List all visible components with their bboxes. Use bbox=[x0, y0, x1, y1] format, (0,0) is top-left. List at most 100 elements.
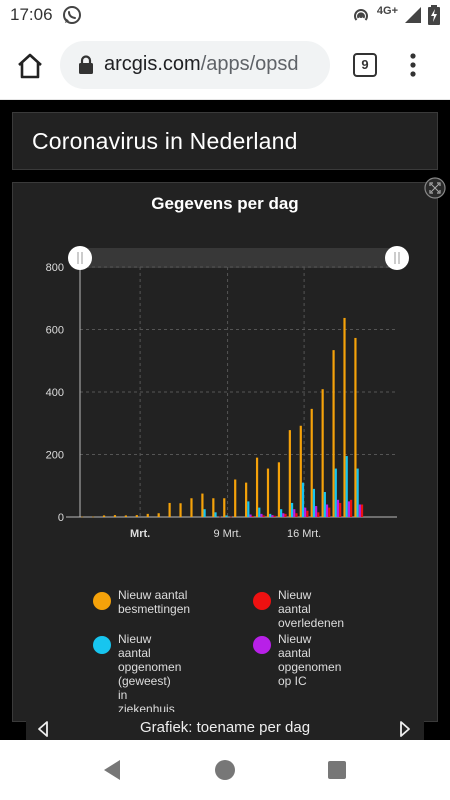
home-icon[interactable] bbox=[16, 52, 44, 80]
chart-bar bbox=[282, 513, 285, 517]
whatsapp-icon bbox=[63, 6, 81, 24]
chart-bar bbox=[81, 516, 84, 518]
signal-icon bbox=[405, 7, 421, 23]
chart-bar bbox=[258, 507, 261, 517]
chart-bar bbox=[288, 430, 291, 517]
menu-kebab-icon[interactable] bbox=[403, 50, 423, 80]
x-tick-label: Mrt. bbox=[130, 528, 150, 540]
lock-icon bbox=[79, 55, 93, 74]
network-type: 4G+ bbox=[376, 5, 398, 17]
y-tick-label: 200 bbox=[46, 450, 64, 462]
legend-dot-ziekenhuis bbox=[93, 636, 111, 654]
chart-bar bbox=[299, 425, 302, 517]
browser-toolbar: arcgis.com/apps/opsd 9 bbox=[0, 30, 450, 100]
chart-bar bbox=[271, 515, 274, 517]
chart-bar bbox=[214, 512, 217, 517]
chart-bar bbox=[91, 516, 95, 518]
chart-bar bbox=[323, 492, 326, 517]
chart-bar bbox=[179, 503, 182, 517]
chart-bar bbox=[325, 504, 329, 517]
android-nav-bar bbox=[0, 740, 450, 800]
chart-bar bbox=[146, 513, 149, 517]
chart-bar bbox=[358, 504, 361, 517]
legend-dot-besmettingen bbox=[93, 592, 111, 610]
chart-bar bbox=[290, 502, 294, 517]
previous-chart-icon[interactable] bbox=[36, 720, 50, 738]
recent-apps-icon[interactable] bbox=[328, 761, 346, 779]
chart-bar bbox=[212, 498, 215, 517]
chart-bar bbox=[251, 516, 254, 517]
chart-bar bbox=[301, 482, 305, 517]
address-bar[interactable]: arcgis.com/apps/opsd bbox=[60, 41, 330, 89]
chart-bar bbox=[321, 389, 324, 517]
chart-bar bbox=[157, 513, 160, 517]
chart-bar bbox=[280, 509, 283, 517]
zoom-handle-right[interactable] bbox=[385, 246, 409, 270]
chart-bar bbox=[284, 513, 287, 517]
chart-bar bbox=[356, 468, 359, 517]
battery-charging-icon bbox=[428, 5, 440, 25]
status-right: 4G+ bbox=[351, 4, 440, 26]
chart-bar bbox=[350, 499, 353, 517]
chart-carousel-nav: Grafiek: toename per dag bbox=[26, 712, 424, 742]
legend-label-ziekenhuis: Nieuw aantal opgenomen (geweest) in zieken… bbox=[118, 632, 182, 716]
dashboard-title-panel: Coronavirus in Nederland bbox=[12, 112, 438, 170]
next-chart-icon[interactable] bbox=[398, 720, 412, 738]
chart-bar bbox=[225, 515, 228, 517]
chart-bar bbox=[102, 515, 106, 517]
zoom-scrollbar-track[interactable] bbox=[80, 248, 397, 268]
chart-bar bbox=[332, 350, 335, 517]
chart-bar bbox=[135, 515, 138, 517]
legend-label-besmettingen: Nieuw aantal besmettingen bbox=[118, 588, 191, 616]
chart-bar bbox=[234, 479, 237, 517]
status-time: 17:06 bbox=[10, 5, 53, 24]
chart-carousel-label: Grafiek: toename per dag bbox=[139, 719, 311, 736]
y-axis: 0 200 400 600 800 bbox=[46, 262, 81, 524]
chart-bar bbox=[306, 510, 309, 517]
chart-bar bbox=[124, 515, 127, 517]
tab-switcher-button[interactable]: 9 bbox=[353, 53, 377, 77]
chart-bar bbox=[336, 499, 340, 517]
y-tick-label: 400 bbox=[46, 387, 64, 399]
chart-bar bbox=[304, 507, 307, 517]
chart-bar bbox=[293, 509, 296, 517]
chart-bar bbox=[360, 504, 364, 517]
chart-bar bbox=[249, 514, 252, 517]
chart-bar bbox=[312, 488, 316, 517]
legend-label-ic: Nieuw aantal opgenomen op IC bbox=[278, 632, 342, 688]
legend-dot-ic bbox=[253, 636, 271, 654]
x-tick-label: 16 Mrt. bbox=[287, 528, 321, 540]
chart-bar bbox=[315, 506, 318, 517]
legend-label-overledenen: Nieuw aantal overledenen bbox=[278, 588, 345, 630]
chart-bar bbox=[273, 515, 276, 517]
chart-bar bbox=[255, 457, 259, 517]
chart-bar bbox=[262, 515, 265, 517]
chart-bar bbox=[168, 502, 171, 517]
x-tick-label: 9 Mrt. bbox=[214, 528, 242, 540]
legend-dot-overledenen bbox=[253, 592, 271, 610]
chart-bar bbox=[277, 462, 281, 517]
chart-bar bbox=[345, 456, 348, 517]
chart-bar bbox=[190, 498, 193, 517]
expand-icon[interactable] bbox=[424, 177, 446, 199]
chart-bars bbox=[81, 317, 364, 518]
y-tick-label: 0 bbox=[58, 512, 64, 524]
chart-bar bbox=[260, 513, 263, 517]
chart-grid bbox=[80, 266, 397, 517]
back-icon[interactable] bbox=[101, 759, 123, 781]
chart-bar bbox=[339, 502, 342, 517]
chart-bar bbox=[201, 493, 204, 517]
url-path: /apps/opsd bbox=[200, 53, 299, 75]
url-text: arcgis.com/apps/opsd bbox=[104, 53, 299, 76]
chart-bar bbox=[343, 317, 346, 517]
chart-bar bbox=[266, 468, 270, 517]
chart-bar bbox=[347, 501, 351, 517]
chart-panel bbox=[12, 182, 438, 722]
zoom-handle-left[interactable] bbox=[68, 246, 92, 270]
chart-bar bbox=[310, 408, 313, 517]
home-circle-icon[interactable] bbox=[215, 760, 235, 780]
chart-title: Gegevens per dag bbox=[151, 194, 299, 213]
chart-bar bbox=[229, 516, 232, 518]
chart-bar bbox=[113, 515, 117, 517]
